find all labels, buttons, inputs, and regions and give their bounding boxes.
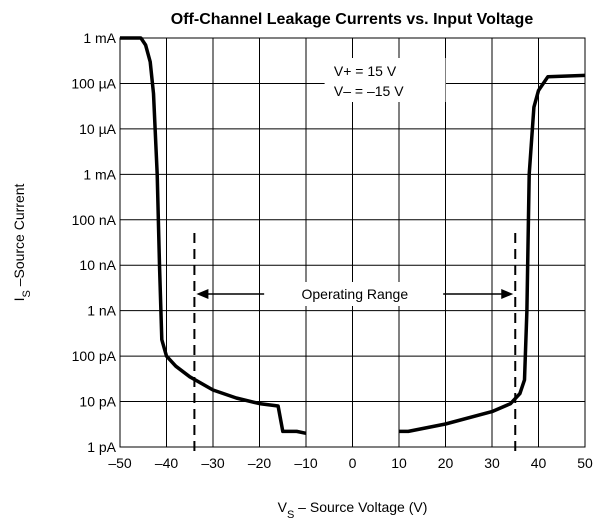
y-tick-label: 10 nA	[79, 257, 116, 273]
line	[399, 73, 586, 434]
y-tick-label: 100 µA	[71, 75, 116, 91]
chart-title: Off-Channel Leakage Currents vs. Input V…	[171, 11, 534, 28]
x-tick-label: 40	[531, 455, 547, 471]
y-tick-label: 10 pA	[79, 394, 116, 410]
y-tick-label: 100 pA	[72, 348, 117, 364]
x-tick-label: –20	[248, 455, 272, 471]
y-tick-label: 1 pA	[87, 439, 116, 455]
y-tick-label: 100 nA	[72, 212, 117, 228]
x-tick-label: 50	[577, 455, 593, 471]
x-tick-label: –40	[155, 455, 179, 471]
range-label-bg	[264, 282, 444, 306]
y-axis-label-sub: S	[21, 290, 33, 297]
plot-frame	[119, 37, 586, 448]
x-tick-label: 0	[349, 455, 357, 471]
x-axis-label-rest: – Source Voltage (V)	[294, 499, 427, 515]
line	[120, 36, 307, 436]
x-tick-label: 30	[484, 455, 500, 471]
y-axis-label: IS –Source Current	[11, 183, 33, 301]
arrow-head	[196, 289, 209, 299]
x-axis-label-sub: S	[287, 509, 294, 521]
arrow-head	[501, 289, 514, 299]
x-tick-label: –10	[294, 455, 318, 471]
x-axis-label-main: V	[278, 499, 288, 515]
x-axis-label: VS – Source Voltage (V)	[278, 499, 428, 521]
annotation: V+ = 15 V	[334, 63, 397, 79]
x-tick-label: 20	[438, 455, 454, 471]
x-tick-label: –50	[108, 455, 132, 471]
range-label: Operating Range	[302, 286, 409, 302]
annotation: V– = –15 V	[334, 83, 404, 99]
y-tick-label: 1 mA	[83, 166, 116, 182]
y-tick-label: 1 mA	[83, 30, 116, 46]
x-tick-label: 10	[391, 455, 407, 471]
y-axis-label-rest: –Source Current	[11, 183, 27, 290]
y-axis-label-main: I	[11, 298, 27, 302]
y-tick-label: 1 nA	[87, 303, 116, 319]
annotation-bg	[324, 58, 446, 102]
y-tick-label: 10 µA	[79, 121, 117, 137]
x-tick-label: –30	[201, 455, 225, 471]
